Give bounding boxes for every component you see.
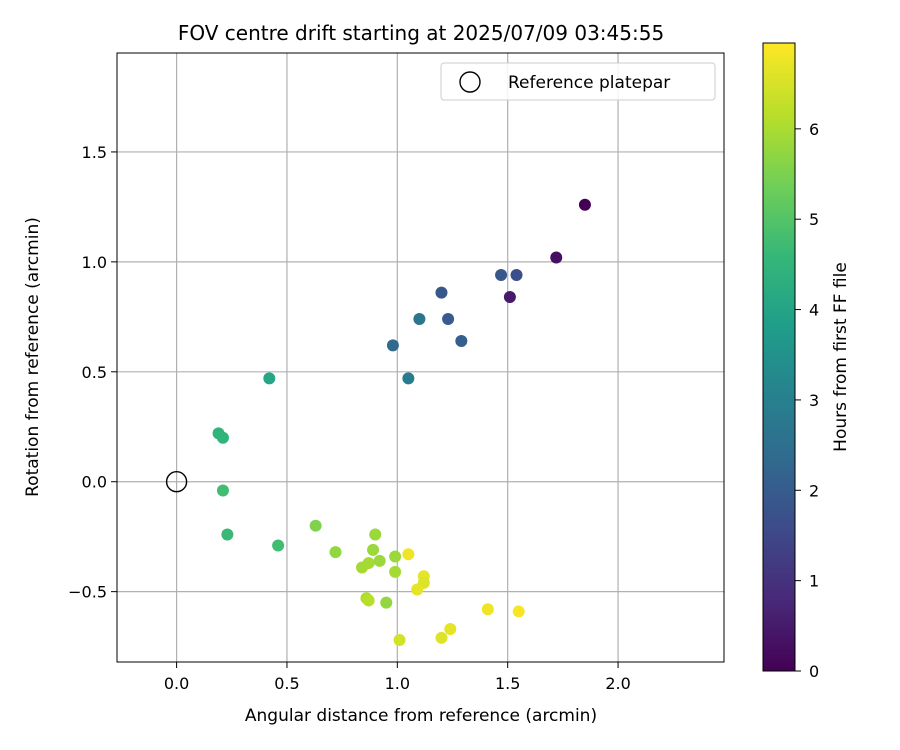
chart-title: FOV centre drift starting at 2025/07/09 … bbox=[178, 21, 664, 45]
data-point bbox=[373, 554, 386, 567]
colorbar-tick-label: 4 bbox=[809, 301, 819, 320]
data-point bbox=[309, 519, 322, 532]
colorbar-tick-label: 0 bbox=[809, 662, 819, 681]
x-tick-label: 0.0 bbox=[164, 674, 189, 693]
data-point bbox=[411, 583, 424, 596]
data-point bbox=[550, 251, 563, 264]
data-point bbox=[442, 313, 455, 326]
x-tick-label: 0.5 bbox=[274, 674, 299, 693]
data-point bbox=[503, 291, 516, 304]
data-point bbox=[578, 198, 591, 211]
colorbar-tick-label: 1 bbox=[809, 572, 819, 591]
data-point bbox=[380, 596, 393, 609]
colorbar: 0 1 2 3 4 5 6 Hours from first FF file bbox=[762, 42, 851, 681]
data-point bbox=[367, 543, 380, 556]
data-point bbox=[329, 546, 342, 559]
reference-platepar-marker bbox=[165, 471, 188, 493]
x-axis-label: Angular distance from reference (arcmin) bbox=[245, 706, 597, 726]
data-point bbox=[221, 528, 234, 541]
x-tick-label: 1.5 bbox=[495, 674, 520, 693]
data-point bbox=[389, 565, 402, 578]
data-point bbox=[495, 269, 508, 282]
colorbar-tick-label: 5 bbox=[809, 210, 819, 229]
data-point bbox=[216, 431, 229, 444]
data-point bbox=[510, 269, 523, 282]
legend-box bbox=[440, 62, 716, 101]
y-tick-label: 0.5 bbox=[82, 363, 107, 382]
data-point bbox=[389, 550, 402, 563]
data-point bbox=[362, 557, 375, 570]
y-axis-label: Rotation from reference (arcmin) bbox=[23, 217, 43, 497]
x-axis-ticks: 0.0 0.5 1.0 1.5 2.0 bbox=[164, 662, 631, 693]
plot-background bbox=[117, 53, 724, 662]
colorbar-ticks: 0 1 2 3 4 5 6 bbox=[795, 120, 819, 681]
data-point bbox=[369, 528, 382, 541]
x-tick-label: 1.0 bbox=[385, 674, 410, 693]
colorbar-tick-label: 3 bbox=[809, 391, 819, 410]
colorbar-gradient bbox=[762, 42, 796, 672]
data-point bbox=[272, 539, 285, 552]
legend-reference-marker bbox=[459, 71, 481, 93]
data-point bbox=[413, 313, 426, 326]
reference-marker bbox=[165, 471, 188, 493]
y-tick-label: 1.5 bbox=[82, 143, 107, 162]
data-point bbox=[263, 372, 276, 385]
y-tick-label: 0.0 bbox=[82, 473, 107, 492]
colorbar-label: Hours from first FF file bbox=[831, 262, 851, 452]
data-point bbox=[455, 335, 468, 348]
data-point bbox=[512, 605, 525, 618]
x-tick-label: 2.0 bbox=[605, 674, 630, 693]
y-tick-label: −0.5 bbox=[68, 583, 107, 602]
y-axis-ticks: −0.5 0.0 0.5 1.0 1.5 bbox=[68, 143, 117, 602]
data-point bbox=[386, 339, 399, 352]
plot-area bbox=[116, 52, 725, 663]
plot-frame bbox=[116, 52, 725, 663]
data-point bbox=[435, 631, 448, 644]
legend: Reference platepar bbox=[440, 62, 716, 101]
data-point bbox=[402, 372, 415, 385]
data-point bbox=[393, 634, 406, 647]
data-point bbox=[402, 548, 415, 561]
data-point bbox=[216, 484, 229, 497]
data-points bbox=[212, 198, 591, 647]
data-point bbox=[444, 623, 457, 636]
data-point bbox=[435, 286, 448, 299]
y-tick-label: 1.0 bbox=[82, 253, 107, 272]
data-point bbox=[481, 603, 494, 616]
legend-entry-reference: Reference platepar bbox=[508, 73, 670, 93]
data-point bbox=[362, 594, 375, 607]
colorbar-tick-label: 6 bbox=[809, 120, 819, 139]
colorbar-tick-label: 2 bbox=[809, 481, 819, 500]
